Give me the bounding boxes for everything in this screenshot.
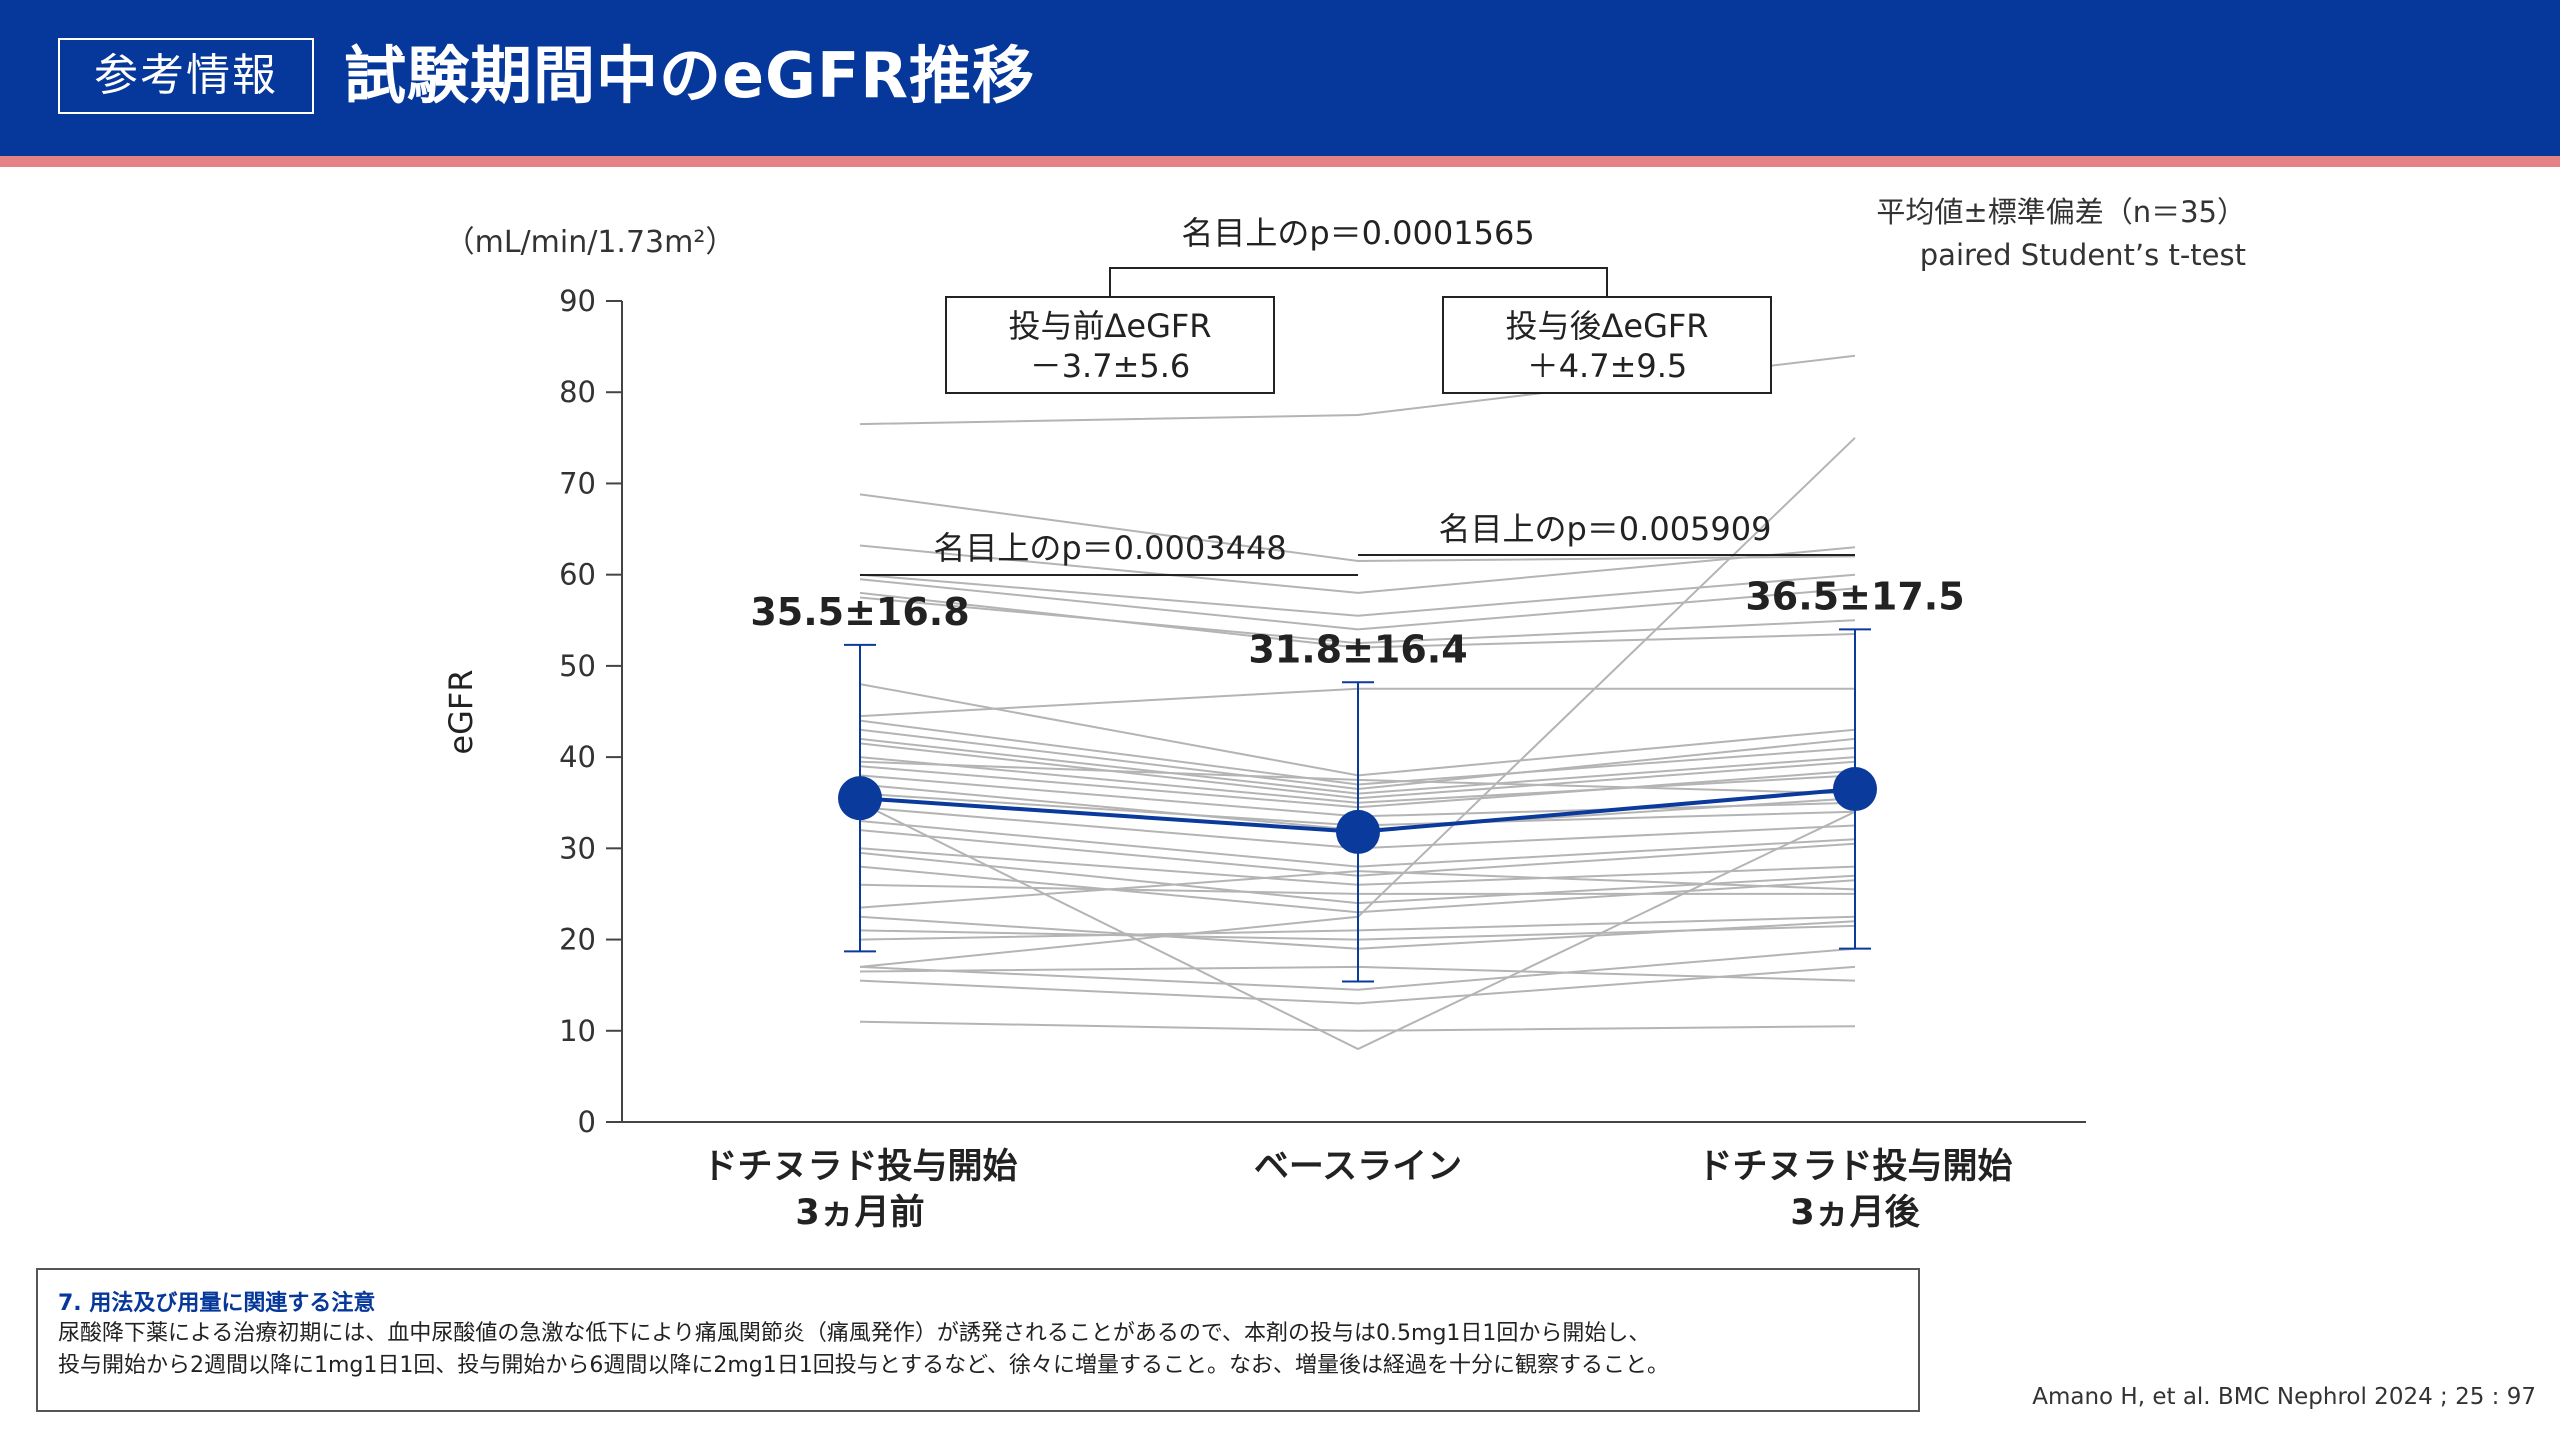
dosage-note-box: 7. 用法及び用量に関連する注意 尿酸降下薬による治療初期には、血中尿酸値の急激… (36, 1268, 1920, 1412)
individual-line (859, 801, 1856, 1051)
y-tick-label: 50 (559, 649, 596, 683)
mean-point (1336, 809, 1380, 854)
y-tick-label: 0 (578, 1105, 596, 1139)
mean-sd-label: 31.8±16.4 (1248, 627, 1467, 671)
delta-box (945, 296, 1275, 394)
comparisons: 名目上のp＝0.0003448 名目上のp＝0.005909 投与前ΔeGFR－3.… (860, 214, 1855, 576)
y-tick-label: 30 (559, 831, 596, 865)
mean-point (838, 776, 882, 821)
mean-sd-label: 36.5±17.5 (1745, 574, 1964, 618)
delta-box-value: －3.7±5.6 (1030, 347, 1191, 385)
y-tick-label: 20 (559, 923, 596, 957)
p-value-post: 名目上のp＝0.005909 (1438, 510, 1771, 548)
header-bar (0, 0, 2560, 156)
y-axis-label: eGFR (442, 669, 480, 754)
stats-note-line2: paired Student’s t-test (1920, 238, 2246, 272)
mean-point (1833, 767, 1877, 812)
y-tick-label: 60 (559, 558, 596, 592)
stats-note-line1: 平均値±標準偏差（n＝35） (1876, 195, 2246, 229)
delta-box (1442, 296, 1772, 394)
individual-line (859, 573, 1856, 617)
individual-line (859, 578, 1856, 631)
individual-line (859, 1020, 1856, 1032)
y-tick-label: 10 (559, 1014, 596, 1048)
note-line-2: 投与開始から2週間以降に1mg1日1回、投与開始から6週間以降に2mg1日1回投… (58, 1353, 1670, 1378)
delta-box-title: 投与後ΔeGFR (1505, 307, 1708, 345)
mean-series: 35.5±16.8 31.8±16.4 36.5±17.5 (750, 574, 1965, 983)
mean-sd-label: 35.5±16.8 (750, 590, 969, 634)
y-tick-label: 90 (559, 284, 596, 318)
x-category-label: ドチヌラド投与開始 (702, 1147, 1017, 1187)
x-category-label: ベースライン (1254, 1147, 1462, 1187)
axes: 0 10 20 30 40 50 60 70 80 90 ドチヌラド投与開始 3ヵ月前 ベースライン ドチ… (559, 284, 2086, 1233)
reference-tag: 参考情報 (58, 38, 314, 114)
individual-line (859, 544, 1856, 594)
individual-line (859, 596, 1856, 645)
delta-box-title: 投与前ΔeGFR (1008, 307, 1211, 345)
individual-line (859, 591, 1856, 649)
delta-box-value: ＋4.7±9.5 (1527, 347, 1688, 385)
unit-label: （mL/min/1.73m²） (445, 225, 736, 260)
y-tick-label: 40 (559, 740, 596, 774)
comparison-bracket-delta (1109, 267, 1608, 297)
individual-line (859, 947, 1856, 991)
p-value-delta: 名目上のp＝0.0001565 (1181, 214, 1534, 252)
y-tick-label: 70 (559, 466, 596, 500)
x-category-label: ドチヌラド投与開始 (1697, 1147, 2012, 1187)
y-tick-label: 80 (559, 375, 596, 409)
x-category-label: 3ヵ月前 (795, 1193, 924, 1233)
page-title: 試験期間中のeGFR推移 (344, 39, 1036, 112)
header-stripe (0, 156, 2560, 167)
note-title: 7. 用法及び用量に関連する注意 (58, 1291, 376, 1316)
x-category-label: 3ヵ月後 (1790, 1193, 1920, 1233)
individual-line (859, 965, 1856, 1005)
individual-lines (859, 354, 1856, 1051)
citation: Amano H, et al. BMC Nephrol 2024 ; 25 : … (2032, 1384, 2536, 1410)
note-line-1: 尿酸降下薬による治療初期には、血中尿酸値の急激な低下により痛風関節炎（痛風発作）… (58, 1321, 1651, 1346)
p-value-pre: 名目上のp＝0.0003448 (933, 529, 1286, 567)
individual-line (859, 493, 1856, 563)
